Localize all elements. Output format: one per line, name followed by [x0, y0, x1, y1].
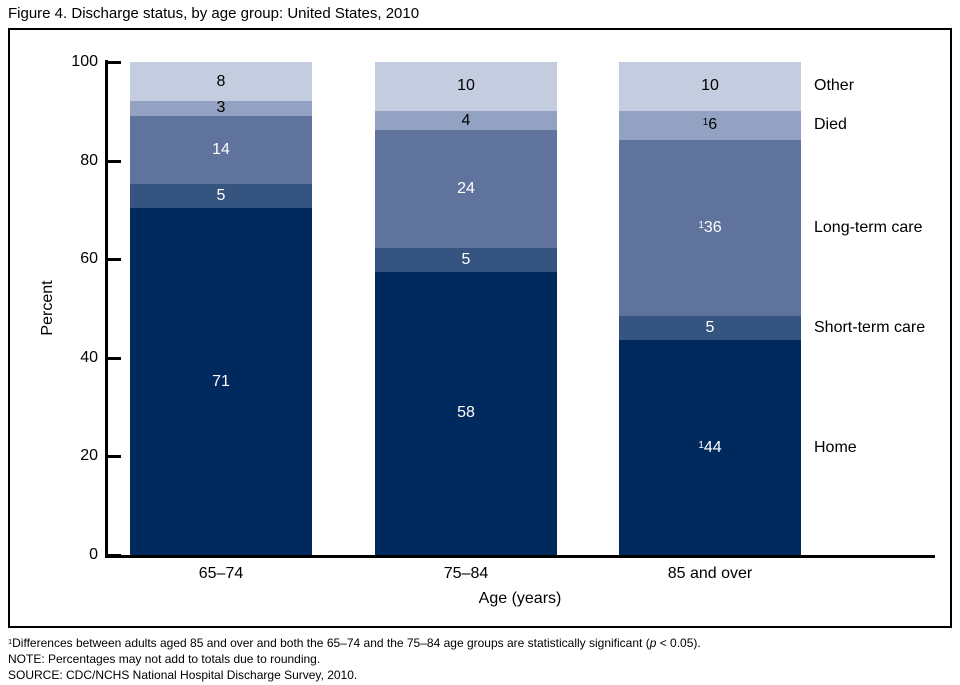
- x-tick-label: 75–84: [443, 565, 489, 582]
- stacked-bar-65–74: 71 5 14 3 8: [130, 62, 312, 555]
- footnote-marker: 1: [702, 117, 709, 129]
- y-tick-mark: [105, 61, 121, 64]
- segment-value-label: 58: [457, 404, 475, 422]
- y-tick-mark: [105, 159, 121, 163]
- segment-value-label: 8: [216, 72, 226, 90]
- footnote-marker: 1: [698, 220, 704, 232]
- segment-long-term-care: 24: [375, 130, 557, 248]
- footnote-note: NOTE: Percentages may not add to totals …: [8, 651, 321, 666]
- segment-home: 71: [130, 208, 312, 555]
- segment-short-term-care: 5: [130, 184, 312, 209]
- segment-short-term-care: 5: [619, 315, 801, 341]
- y-tick-mark: [105, 356, 121, 360]
- segment-value-label: 5: [461, 250, 471, 268]
- series-label-died: Died: [814, 116, 847, 134]
- y-tick-label: 80: [80, 151, 98, 169]
- segment-other: 10: [619, 62, 801, 111]
- footnote-marker: 1: [698, 439, 704, 451]
- y-axis-title: Percent: [39, 280, 56, 336]
- segment-value-label: 4: [461, 111, 471, 129]
- y-axis: [105, 60, 108, 558]
- segment-value-label: 16: [702, 116, 718, 134]
- footnote-marker: 1: [8, 637, 13, 646]
- y-tick-mark: [105, 258, 121, 262]
- footnote-source: SOURCE: CDC/NCHS National Hospital Disch…: [8, 667, 358, 682]
- segment-long-term-care: 136: [619, 140, 801, 316]
- segment-value-label: 3: [216, 99, 226, 117]
- segment-value-label: 136: [698, 218, 722, 236]
- segment-short-term-care: 5: [375, 247, 557, 272]
- footnotes: 1Differences between adults aged 85 and …: [8, 634, 701, 683]
- series-label-long-term-care: Long-term care: [814, 218, 923, 236]
- stacked-bar-85 and over: 144 5 136 16 10: [619, 62, 801, 555]
- segment-died: 16: [619, 110, 801, 141]
- segment-other: 8: [130, 62, 312, 102]
- segment-died: 4: [375, 110, 557, 131]
- stacked-bar-75–84: 58 5 24 4 10: [375, 62, 557, 555]
- segment-home: 58: [375, 271, 557, 555]
- y-tick-mark: [105, 455, 121, 459]
- segment-value-label: 14: [212, 140, 230, 158]
- segment-home: 144: [619, 340, 801, 555]
- footnote-significance: 1Differences between adults aged 85 and …: [8, 634, 701, 651]
- x-axis: [105, 555, 935, 558]
- y-tick-label: 60: [80, 250, 98, 268]
- series-label-other: Other: [814, 77, 855, 95]
- segment-value-label: 10: [701, 77, 719, 95]
- y-tick-label: 100: [71, 53, 98, 70]
- y-tick-label: 20: [80, 447, 98, 465]
- footnote-p-symbol: p: [649, 635, 657, 650]
- segment-value-label: 5: [705, 319, 715, 337]
- chart-frame: Percent Age (years) 0 20 40 60 80 100 71 5 14 3 8…: [8, 28, 952, 628]
- segment-value-label: 5: [216, 187, 226, 205]
- footnote-text-before: Differences between adults aged 85 and o…: [12, 635, 650, 650]
- x-axis-title: Age (years): [478, 590, 562, 607]
- segment-value-label: 71: [212, 372, 230, 390]
- segment-value-label: 24: [457, 179, 475, 197]
- footnote-text-after: < 0.05).: [656, 635, 701, 650]
- segment-long-term-care: 14: [130, 115, 312, 185]
- segment-value-label: 10: [457, 77, 475, 95]
- y-tick-mark: [105, 554, 121, 557]
- segment-value-label: 144: [698, 438, 722, 456]
- x-tick-label: 65–74: [198, 565, 244, 582]
- y-tick-label: 40: [80, 348, 98, 366]
- x-tick-label: 85 and over: [667, 565, 753, 582]
- figure-title: Figure 4. Discharge status, by age group…: [8, 5, 420, 22]
- segment-other: 10: [375, 62, 557, 111]
- series-label-home: Home: [814, 438, 857, 456]
- series-label-short-term-care: Short-term care: [814, 319, 926, 337]
- y-tick-label: 0: [89, 546, 98, 563]
- segment-died: 3: [130, 99, 312, 117]
